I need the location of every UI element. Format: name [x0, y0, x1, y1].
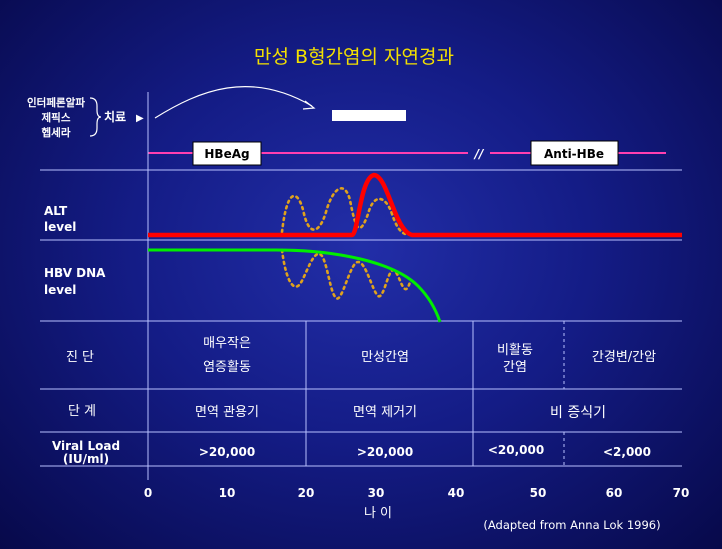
treatment-window-bar [332, 110, 406, 121]
viral-load-clearance: >20,000 [357, 445, 413, 459]
age-axis-label: 나 이 [364, 506, 392, 521]
age-tick-40: 40 [448, 486, 465, 500]
alt-line [148, 172, 682, 238]
slide-title: 만성 B형간염의 자연경과 [254, 46, 454, 68]
grid-lines [40, 92, 682, 480]
treatment-brace [89, 97, 102, 137]
viral-load-tolerance: >20,000 [199, 445, 255, 459]
age-tick-0: 0 [144, 486, 152, 500]
hbv-label-line2: level [44, 283, 76, 297]
treatment-label: 치료 [104, 109, 126, 124]
treatment-drug-interferon: 인터페론알파 [27, 96, 85, 109]
row-header-viral-load-line2: (IU/ml) [63, 452, 109, 466]
row-header-diagnosis: 진 단 [66, 350, 94, 365]
anti-hbe-label: Anti-HBe [544, 147, 604, 161]
treatment-drug-zeffix: 제픽스 [42, 111, 71, 124]
treatment-annotation: 인터페론알파 제픽스 헵세라 치료 ▶ [27, 86, 406, 139]
break-symbol: // [473, 147, 485, 161]
age-tick-70: 70 [673, 486, 690, 500]
age-tick-60: 60 [606, 486, 623, 500]
viral-load-cirrhosis: <2,000 [603, 445, 651, 459]
diagnosis-chronic-hepatitis: 만성간염 [361, 350, 409, 365]
row-header-stage: 단 계 [68, 404, 96, 419]
treatment-arrowhead-icon [302, 100, 316, 110]
diagnosis-inactive-line1: 비활동 [497, 343, 533, 358]
age-tick-50: 50 [530, 486, 547, 500]
row-header-viral-load-line1: Viral Load [52, 439, 120, 453]
treatment-drug-hepsera: 헵세라 [42, 126, 71, 139]
alt-dotted-fluctuation [280, 187, 414, 236]
age-tick-10: 10 [219, 486, 236, 500]
stage-non-replicative: 비 증식기 [550, 405, 606, 421]
diagnosis-inactive-line2: 간염 [503, 360, 527, 375]
diagnosis-cirrhosis-hcc: 간경변/간암 [592, 350, 656, 365]
hbv-label-line1: HBV DNA [44, 266, 106, 280]
treatment-curved-arrow [154, 86, 313, 119]
stage-immune-tolerance: 면역 관용기 [195, 405, 259, 420]
hbv-dna-line [148, 248, 442, 323]
anti-hbe-badge [530, 140, 619, 166]
age-tick-20: 20 [298, 486, 315, 500]
hbeag-badge [192, 141, 262, 166]
alt-label-line1: ALT [44, 204, 68, 218]
treatment-arrow-icon: ▶ [136, 113, 144, 124]
diagnosis-immune-tolerant-line1: 매우작은 [203, 336, 251, 351]
hbeag-label: HBeAg [204, 147, 249, 161]
citation: (Adapted from Anna Lok 1996) [483, 518, 660, 532]
diagnosis-immune-tolerant-line2: 염증활동 [203, 360, 251, 375]
alt-label-line2: level [44, 220, 76, 234]
serology-markers: HBeAg // Anti-HBe [148, 140, 666, 166]
viral-load-inactive: <20,000 [488, 443, 544, 457]
stage-immune-clearance: 면역 제거기 [353, 405, 417, 420]
age-tick-30: 30 [368, 486, 385, 500]
